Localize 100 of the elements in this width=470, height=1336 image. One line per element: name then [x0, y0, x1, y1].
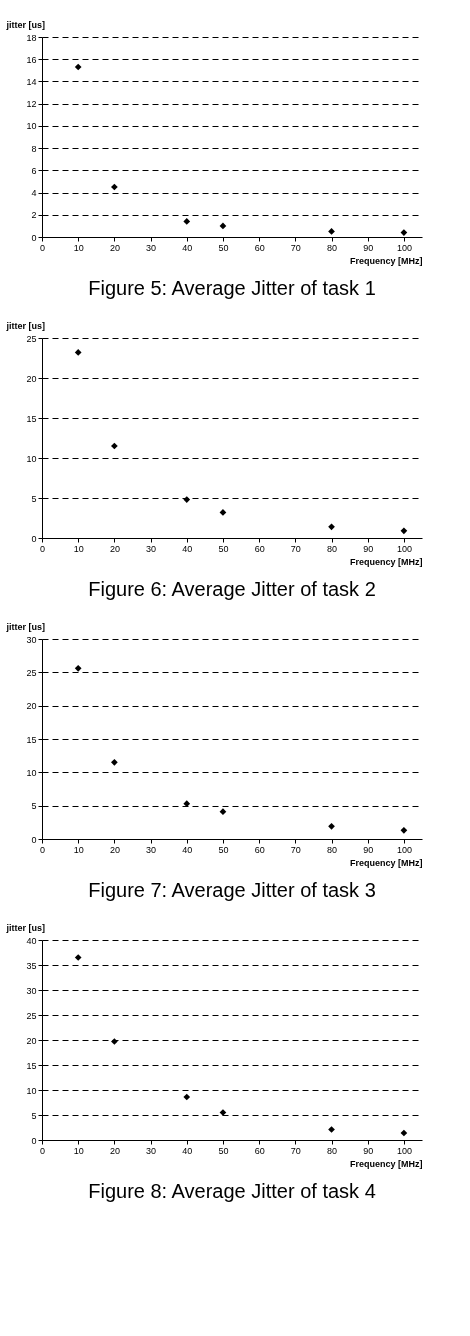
- y-tick-label: 40: [26, 935, 37, 946]
- point: [183, 496, 191, 503]
- point: [400, 826, 408, 834]
- x-tick-label: 70: [290, 543, 301, 554]
- point: [111, 758, 118, 766]
- x-tick-label: 10: [73, 1145, 84, 1156]
- x-tick-label: 20: [109, 844, 120, 855]
- point: [400, 527, 408, 535]
- x-tick-label: 90: [363, 543, 374, 554]
- y-tick-label: 20: [26, 701, 37, 712]
- x-tick-label: 50: [218, 844, 229, 855]
- x-tick-label: 50: [218, 1145, 229, 1156]
- point: [400, 229, 408, 236]
- x-axis-title: Frequency [MHz]: [349, 1158, 423, 1169]
- y-tick-label: 35: [26, 960, 37, 971]
- x-tick-label: 40: [182, 844, 193, 855]
- y-tick-label: 2: [31, 210, 37, 221]
- x-tick-label: 100: [396, 1145, 412, 1156]
- text: Figure 6: Average Jitter of task 2: [88, 578, 376, 600]
- x-tick-label: 100: [396, 543, 412, 554]
- point: [219, 222, 227, 230]
- text: Figure 7: Average Jitter of task 3: [88, 879, 376, 901]
- point: [183, 218, 191, 225]
- x-tick-label: 80: [327, 1145, 338, 1156]
- point: [111, 1038, 118, 1045]
- point: [183, 1093, 191, 1101]
- x-tick-label: 60: [254, 844, 265, 855]
- x-tick-label: 40: [182, 1145, 193, 1156]
- y-tick-label: 15: [26, 734, 37, 745]
- point: [328, 822, 335, 830]
- x-tick-label: 90: [363, 844, 374, 855]
- y-tick-label: 25: [26, 1010, 37, 1021]
- x-tick-label: 60: [254, 1145, 265, 1156]
- x-tick-label: 90: [363, 242, 374, 253]
- text: Figure 5: Average Jitter of task 1: [88, 277, 376, 299]
- x-axis-title: Frequency [MHz]: [349, 255, 423, 266]
- point: [400, 1129, 408, 1137]
- point: [328, 523, 335, 531]
- x-tick-label: 60: [254, 242, 265, 253]
- x-tick-label: 0: [39, 844, 46, 855]
- point: [74, 664, 82, 672]
- x-tick-label: 50: [218, 543, 229, 554]
- y-tick-label: 25: [26, 333, 37, 344]
- x-tick-label: 100: [396, 844, 412, 855]
- point: [74, 63, 82, 71]
- x-tick-label: 0: [39, 1145, 46, 1156]
- x-tick-label: 20: [109, 543, 120, 554]
- x-tick-label: 80: [327, 242, 338, 253]
- x-tick-label: 30: [146, 1145, 157, 1156]
- x-tick-label: 30: [146, 242, 157, 253]
- y-axis-title: jitter [us]: [5, 19, 46, 30]
- y-tick-label: 6: [31, 165, 37, 176]
- y-tick-label: 10: [26, 121, 37, 132]
- y-tick-label: 0: [31, 232, 37, 243]
- x-tick-label: 60: [254, 543, 265, 554]
- y-tick-label: 0: [31, 1135, 37, 1146]
- x-tick-label: 40: [182, 543, 193, 554]
- text: Figure 8: Average Jitter of task 4: [88, 1180, 376, 1202]
- y-tick-label: 10: [26, 767, 37, 778]
- y-tick-label: 30: [26, 985, 37, 996]
- y-tick-label: 18: [26, 32, 37, 43]
- x-axis-title: Frequency [MHz]: [349, 556, 423, 567]
- y-tick-label: 10: [26, 1085, 37, 1096]
- x-tick-label: 80: [327, 844, 338, 855]
- x-axis-title: Frequency [MHz]: [349, 857, 423, 868]
- x-tick-label: 10: [73, 543, 84, 554]
- y-tick-label: 15: [26, 1060, 37, 1071]
- x-tick-label: 10: [73, 242, 84, 253]
- x-tick-label: 70: [290, 242, 301, 253]
- y-tick-label: 5: [31, 1110, 37, 1121]
- point: [74, 349, 82, 356]
- y-axis-title: jitter [us]: [5, 922, 46, 933]
- y-tick-label: 12: [26, 99, 37, 110]
- y-tick-label: 5: [31, 493, 37, 504]
- y-tick-label: 15: [26, 413, 37, 424]
- y-tick-label: 20: [26, 1035, 37, 1046]
- x-tick-label: 0: [39, 543, 46, 554]
- x-tick-label: 90: [363, 1145, 374, 1156]
- x-tick-label: 10: [73, 844, 84, 855]
- x-tick-label: 30: [146, 543, 157, 554]
- y-tick-label: 4: [31, 188, 37, 199]
- x-tick-label: 50: [218, 242, 229, 253]
- y-tick-label: 14: [26, 76, 37, 87]
- x-tick-label: 40: [182, 242, 193, 253]
- point: [219, 509, 227, 516]
- y-tick-label: 10: [26, 453, 37, 464]
- y-axis-title: jitter [us]: [5, 320, 46, 331]
- x-tick-label: 20: [109, 242, 120, 253]
- point: [219, 808, 227, 816]
- y-axis-title: jitter [us]: [5, 621, 46, 632]
- y-tick-label: 20: [26, 373, 37, 384]
- point: [328, 228, 335, 235]
- point: [74, 954, 82, 961]
- x-tick-label: 70: [290, 1145, 301, 1156]
- point: [328, 1126, 335, 1133]
- y-tick-label: 5: [31, 801, 37, 812]
- y-tick-label: 8: [31, 143, 37, 154]
- x-tick-label: 80: [327, 543, 338, 554]
- x-tick-label: 100: [396, 242, 412, 253]
- x-tick-label: 0: [39, 242, 46, 253]
